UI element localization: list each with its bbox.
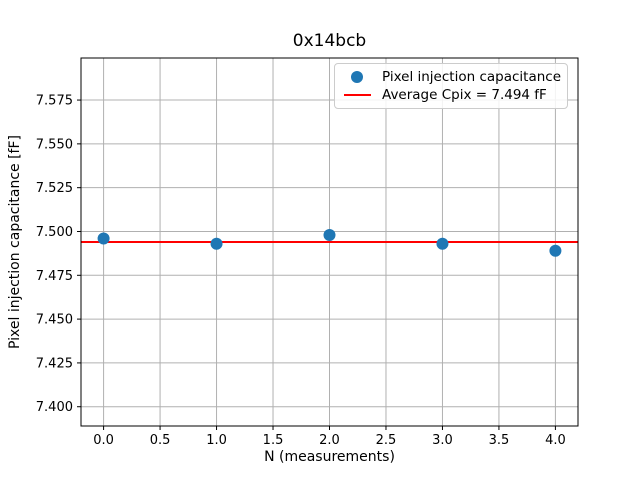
x-tick-label: 0.5 [150,433,171,448]
x-tick-label: 0.0 [93,433,114,448]
legend-item-capacitance: Pixel injection capacitance [343,69,561,85]
x-tick-label: 2.5 [376,433,397,448]
legend-box: Pixel injection capacitance Average Cpix… [334,63,568,109]
legend-label: Average Cpix = 7.494 fF [382,87,547,104]
x-tick-label: 3.0 [432,433,453,448]
y-tick-label: 7.500 [36,225,73,240]
x-tick-label: 1.5 [263,433,284,448]
chart-title: 0x14bcb [292,31,367,51]
y-tick-label: 7.525 [36,181,73,196]
data-point [97,232,110,245]
y-tick-label: 7.475 [36,269,73,284]
legend-marker-line [343,94,371,97]
x-tick-label: 4.0 [545,433,566,448]
y-tick-label: 7.550 [36,137,73,152]
data-point [210,237,223,250]
y-tick-label: 7.575 [36,94,73,109]
data-point [436,237,449,250]
y-axis-label: Pixel injection capacitance [fF] [7,135,23,349]
x-axis-label: N (measurements) [264,449,395,465]
scatter-marker-icon [350,70,363,83]
average-line-icon [343,94,371,97]
y-tick-label: 7.425 [36,356,73,371]
x-tick-label: 2.0 [319,433,340,448]
y-tick-label: 7.450 [36,313,73,328]
data-point [549,244,562,257]
legend-item-average: Average Cpix = 7.494 fF [343,87,561,103]
x-tick-label: 1.0 [206,433,227,448]
legend-label: Pixel injection capacitance [381,68,561,85]
legend-marker-dot [343,70,371,83]
data-point [323,228,336,241]
x-tick-label: 3.5 [489,433,510,448]
y-tick-label: 7.400 [36,400,73,415]
